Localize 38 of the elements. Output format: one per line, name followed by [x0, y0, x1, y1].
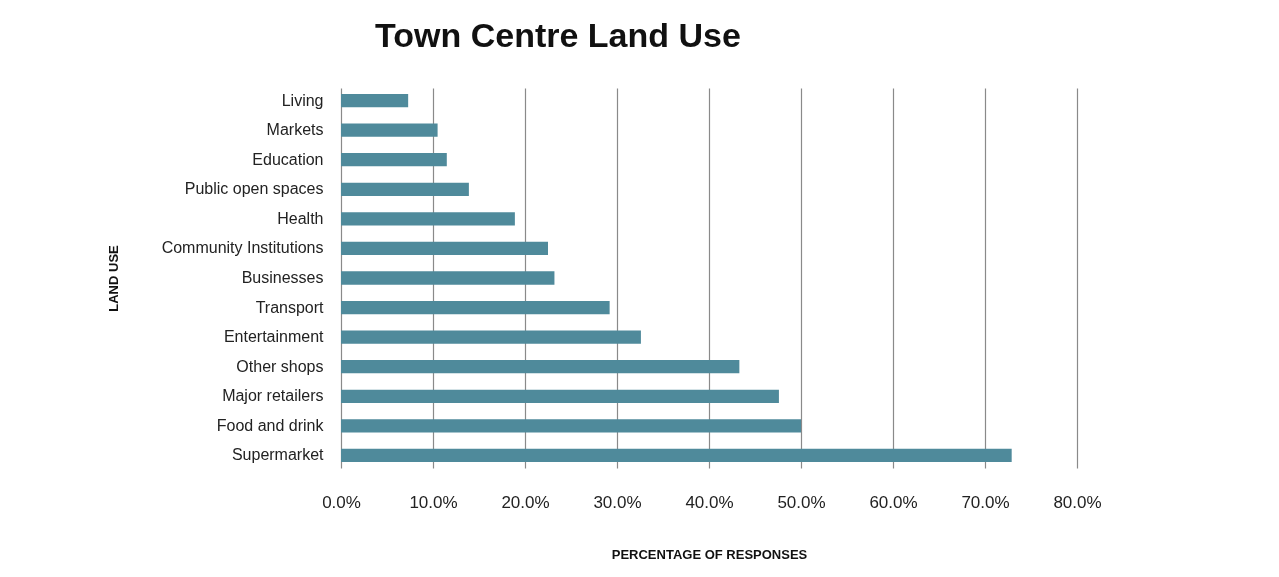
y-tick-label: Education [252, 150, 324, 168]
x-tick-label: 0.0% [322, 492, 361, 512]
x-axis-title: PERCENTAGE OF RESPONSES [611, 546, 808, 562]
y-axis-title: LAND USE [105, 244, 121, 312]
y-tick-label: Health [277, 209, 324, 227]
bar [341, 271, 555, 285]
y-tick-label: Major retailers [222, 387, 324, 405]
chart-title: Town Centre Land Use [375, 16, 741, 54]
x-tick-label: 20.0% [501, 492, 550, 512]
bar [341, 300, 610, 315]
x-tick-label: 30.0% [593, 492, 642, 512]
bar [341, 241, 548, 256]
y-tick-label: Other shops [236, 357, 324, 375]
x-tick-label: 10.0% [409, 492, 458, 512]
x-tick-label: 80.0% [1053, 492, 1102, 512]
bar [341, 389, 779, 403]
x-tick-label: 70.0% [961, 492, 1010, 512]
bar [341, 212, 515, 226]
x-tick-label: 40.0% [685, 492, 734, 512]
x-tick-label: 50.0% [777, 492, 826, 512]
bar [341, 360, 740, 374]
y-tick-label: Food and drink [216, 416, 325, 434]
y-tick-label: Markets [266, 121, 324, 139]
y-tick-label: Community Institutions [161, 239, 324, 257]
y-tick-label: Businesses [241, 269, 324, 286]
bar [341, 93, 409, 108]
x-tick-label: 60.0% [869, 492, 918, 512]
bar [341, 153, 447, 167]
bar [341, 448, 1012, 463]
y-tick-label: Transport [255, 298, 325, 316]
y-tick-label: Living [281, 91, 324, 109]
bar [341, 123, 438, 137]
y-tick-label: Supermarket [231, 446, 325, 464]
y-tick-label: Public open spaces [184, 180, 324, 198]
y-tick-label: Entertainment [223, 328, 325, 346]
bar [341, 419, 801, 433]
bar [341, 182, 469, 196]
bar [341, 330, 641, 344]
